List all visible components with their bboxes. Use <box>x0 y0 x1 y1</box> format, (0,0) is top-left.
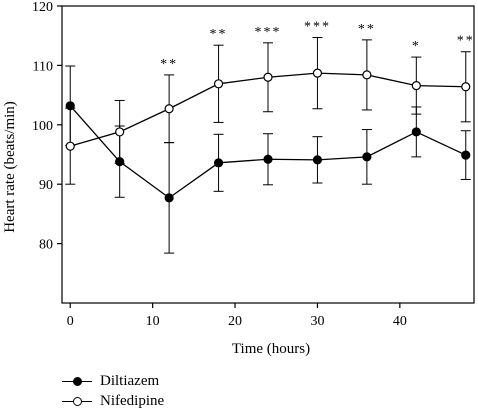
significance-annotation: ** <box>457 34 475 49</box>
legend-item-nifedipine: Nifedipine <box>60 392 260 412</box>
data-point-diltiazem <box>263 154 273 164</box>
significance-annotation: * <box>412 39 421 54</box>
series-nifedipine <box>65 36 471 185</box>
y-axis-label: Heart rate (beats/min) <box>2 101 18 233</box>
x-tick-label: 10 <box>146 314 160 329</box>
legend-label-nifedipine: Nifedipine <box>100 393 165 409</box>
data-point-diltiazem <box>213 158 224 168</box>
y-tick-label: 90 <box>39 178 53 193</box>
legend: Diltiazem Nifedipine <box>60 372 260 412</box>
x-axis-label: Time (hours) <box>232 341 310 357</box>
data-point-diltiazem <box>411 127 421 137</box>
legend-label-diltiazem: Diltiazem <box>100 373 160 389</box>
x-tick-label: 30 <box>310 314 324 329</box>
data-point-nifedipine <box>213 79 224 89</box>
y-tick-label: 100 <box>32 119 53 134</box>
data-point-diltiazem <box>362 152 372 162</box>
data-point-nifedipine <box>65 141 75 151</box>
filled-circle-icon <box>73 377 82 386</box>
significance-annotation: *** <box>255 25 282 40</box>
x-tick-label: 40 <box>393 314 407 329</box>
y-tick-label: 80 <box>39 238 53 253</box>
data-point-nifedipine <box>312 68 323 78</box>
data-point-diltiazem <box>312 155 323 165</box>
data-point-nifedipine <box>362 70 372 80</box>
legend-item-diltiazem: Diltiazem <box>60 372 260 392</box>
y-tick-label: 120 <box>32 0 53 15</box>
data-point-nifedipine <box>115 127 125 137</box>
data-point-nifedipine <box>411 80 421 91</box>
significance-annotation: *** <box>304 19 331 34</box>
x-tick-label: 20 <box>228 314 242 329</box>
significance-annotation: ** <box>160 57 178 72</box>
significance-annotation: ** <box>358 22 376 37</box>
data-point-nifedipine <box>263 72 273 82</box>
heart-rate-chart: Heart rate (beats/min) Time (hours) 80 90… <box>2 0 475 357</box>
open-circle-icon <box>73 397 82 406</box>
data-point-diltiazem <box>164 193 174 203</box>
data-point-diltiazem <box>461 150 471 160</box>
significance-annotation: ** <box>210 27 228 42</box>
data-point-nifedipine <box>164 104 174 114</box>
data-point-nifedipine <box>461 82 471 92</box>
y-tick-label: 110 <box>33 59 53 74</box>
x-tick-label: 0 <box>67 314 74 329</box>
plot-frame <box>61 5 475 304</box>
